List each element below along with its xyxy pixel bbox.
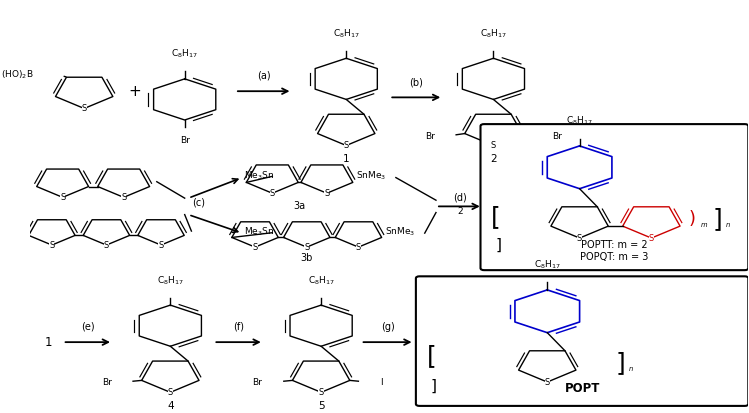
Text: C$_8$H$_{17}$: C$_8$H$_{17}$: [566, 115, 593, 127]
Text: (HO)$_2$B: (HO)$_2$B: [1, 69, 34, 81]
Text: S: S: [318, 388, 324, 397]
Text: S: S: [49, 240, 55, 249]
Text: ]: ]: [431, 379, 437, 394]
Text: 4: 4: [167, 401, 174, 411]
Text: C$_8$H$_{17}$: C$_8$H$_{17}$: [308, 274, 335, 287]
Text: Br: Br: [180, 135, 189, 145]
Text: [: [: [427, 344, 437, 368]
Text: Br: Br: [552, 132, 562, 141]
Text: +: +: [128, 84, 141, 99]
Text: 3a: 3a: [294, 201, 306, 211]
Text: POPQT: m = 3: POPQT: m = 3: [580, 252, 649, 261]
Text: 2: 2: [490, 154, 497, 164]
Text: C$_8$H$_{17}$: C$_8$H$_{17}$: [172, 48, 198, 60]
Text: S: S: [252, 242, 258, 252]
Text: 1: 1: [343, 154, 350, 164]
Text: S: S: [545, 377, 550, 387]
Text: (g): (g): [380, 322, 395, 332]
Text: (c): (c): [192, 197, 205, 207]
Text: C$_8$H$_{17}$: C$_8$H$_{17}$: [534, 259, 561, 271]
FancyBboxPatch shape: [481, 124, 748, 270]
Text: 5: 5: [318, 401, 324, 411]
Text: [: [: [491, 205, 501, 229]
Text: $_m$: $_m$: [700, 220, 709, 230]
Text: S: S: [491, 141, 496, 150]
Text: Br: Br: [102, 378, 112, 387]
Text: S: S: [121, 193, 127, 202]
Text: I: I: [380, 378, 383, 387]
Text: Me$_3$Sn: Me$_3$Sn: [244, 225, 275, 238]
Text: Br: Br: [425, 132, 434, 141]
Text: S: S: [104, 240, 109, 249]
Text: (a): (a): [257, 71, 270, 81]
Text: Me$_3$Sn: Me$_3$Sn: [244, 169, 275, 182]
Text: S: S: [168, 388, 173, 397]
Text: $_n$: $_n$: [628, 364, 634, 374]
Text: (b): (b): [409, 77, 423, 87]
Text: ): ): [689, 210, 696, 228]
Text: C$_8$H$_{17}$: C$_8$H$_{17}$: [157, 274, 184, 287]
Text: SnMe$_3$: SnMe$_3$: [385, 225, 416, 238]
Text: S: S: [344, 141, 349, 150]
Text: (f): (f): [233, 322, 244, 332]
Text: S: S: [270, 189, 275, 198]
Text: S: S: [82, 104, 87, 113]
Text: S: S: [158, 240, 163, 249]
Text: SnMe$_3$: SnMe$_3$: [357, 170, 386, 182]
Text: 2: 2: [457, 207, 462, 216]
Text: $_n$: $_n$: [725, 220, 731, 230]
Text: C$_8$H$_{17}$: C$_8$H$_{17}$: [333, 27, 360, 40]
Text: 1: 1: [44, 336, 52, 349]
Text: S: S: [304, 242, 309, 252]
Text: C$_8$H$_{17}$: C$_8$H$_{17}$: [480, 27, 507, 40]
Text: S: S: [324, 189, 330, 198]
Text: ]: ]: [712, 207, 722, 231]
Text: (d): (d): [453, 192, 467, 202]
Text: S: S: [649, 234, 654, 242]
Text: ]: ]: [616, 351, 625, 375]
Text: POPTT: m = 2: POPTT: m = 2: [581, 240, 648, 250]
Text: S: S: [577, 234, 582, 242]
Text: ]: ]: [496, 238, 502, 253]
Text: POPT: POPT: [565, 382, 600, 395]
Text: 3b: 3b: [300, 253, 313, 263]
Text: (e): (e): [81, 322, 94, 332]
Text: S: S: [60, 193, 65, 202]
Text: S: S: [356, 242, 361, 252]
Text: Br: Br: [252, 378, 262, 387]
FancyBboxPatch shape: [416, 276, 748, 406]
